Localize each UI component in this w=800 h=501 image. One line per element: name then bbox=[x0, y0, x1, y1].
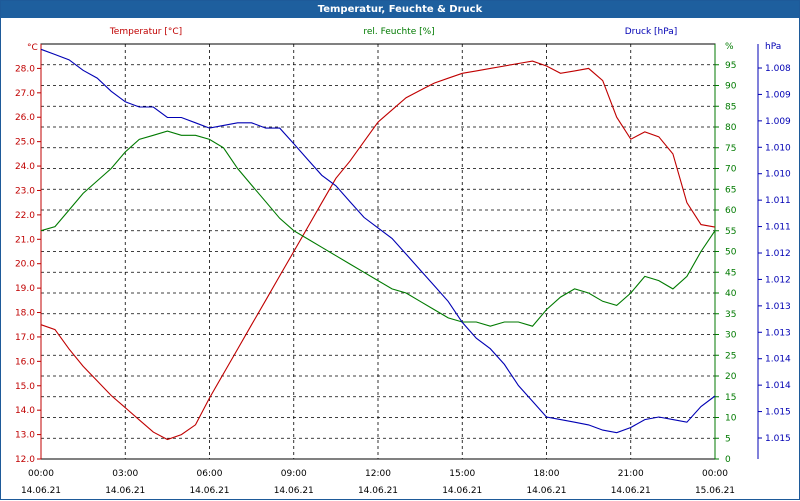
x-tick-time: 09:00 bbox=[281, 469, 307, 479]
humidity-tick-label: 10 bbox=[725, 414, 737, 424]
x-tick-date: 14.06.21 bbox=[189, 486, 229, 496]
x-tick-date: 14.06.21 bbox=[611, 486, 651, 496]
x-tick-time: 00:00 bbox=[28, 469, 54, 479]
humidity-tick-label: 5 bbox=[725, 434, 731, 444]
x-tick-date: 14.06.21 bbox=[442, 486, 482, 496]
humidity-tick-label: 55 bbox=[725, 227, 736, 237]
temperature-unit: °C bbox=[27, 43, 38, 53]
x-tick-date: 14.06.21 bbox=[274, 486, 314, 496]
temperature-tick-label: 25.0 bbox=[15, 138, 35, 148]
chart-title: Temperatur, Feuchte & Druck bbox=[1, 1, 799, 18]
temperature-axis-label: Temperatur [°C] bbox=[109, 27, 182, 37]
temperature-tick-label: 16.0 bbox=[15, 357, 35, 367]
pressure-tick-label: 1.015 bbox=[765, 408, 791, 418]
humidity-tick-label: 45 bbox=[725, 268, 736, 278]
humidity-axis-label: rel. Feuchte [%] bbox=[363, 27, 434, 37]
pressure-tick-label: 1.014 bbox=[765, 355, 791, 365]
x-tick-time: 18:00 bbox=[534, 469, 560, 479]
pressure-tick-label: 1.011 bbox=[765, 196, 791, 206]
x-tick-time: 06:00 bbox=[197, 469, 223, 479]
humidity-tick-label: 85 bbox=[725, 102, 736, 112]
humidity-tick-label: 60 bbox=[725, 206, 737, 216]
pressure-tick-label: 1.008 bbox=[765, 64, 791, 74]
x-tick-time: 12:00 bbox=[365, 469, 391, 479]
temperature-tick-label: 22.0 bbox=[15, 211, 35, 221]
humidity-tick-label: 80 bbox=[725, 123, 737, 133]
humidity-tick-label: 75 bbox=[725, 144, 736, 154]
humidity-tick-label: 25 bbox=[725, 351, 736, 361]
humidity-tick-label: 30 bbox=[725, 331, 737, 341]
x-tick-date: 14.06.21 bbox=[21, 486, 61, 496]
humidity-series-line bbox=[40, 130, 716, 327]
humidity-tick-label: 65 bbox=[725, 185, 736, 195]
humidity-tick-label: 35 bbox=[725, 310, 736, 320]
temperature-series-line bbox=[40, 60, 716, 441]
temperature-tick-label: 24.0 bbox=[15, 162, 35, 172]
temperature-tick-label: 15.0 bbox=[15, 382, 35, 392]
x-tick-date: 14.06.21 bbox=[358, 486, 398, 496]
humidity-tick-label: 40 bbox=[725, 289, 737, 299]
humidity-tick-label: 15 bbox=[725, 393, 736, 403]
pressure-axis-label: Druck [hPa] bbox=[625, 27, 678, 37]
x-tick-date: 14.06.21 bbox=[526, 486, 566, 496]
humidity-tick-label: 70 bbox=[725, 165, 737, 175]
temperature-tick-label: 28.0 bbox=[15, 64, 35, 74]
x-tick-date: 14.06.21 bbox=[105, 486, 145, 496]
pressure-series-line bbox=[40, 48, 716, 434]
x-tick-time: 03:00 bbox=[112, 469, 138, 479]
pressure-tick-label: 1.014 bbox=[765, 381, 791, 391]
pressure-tick-label: 1.009 bbox=[765, 117, 791, 127]
temperature-tick-label: 21.0 bbox=[15, 235, 35, 245]
pressure-tick-label: 1.009 bbox=[765, 90, 791, 100]
pressure-tick-label: 1.012 bbox=[765, 275, 791, 285]
temperature-tick-label: 13.0 bbox=[15, 431, 35, 441]
pressure-tick-label: 1.010 bbox=[765, 143, 791, 153]
pressure-tick-label: 1.012 bbox=[765, 249, 791, 259]
temperature-tick-label: 19.0 bbox=[15, 284, 35, 294]
humidity-tick-label: 95 bbox=[725, 61, 736, 71]
pressure-unit: hPa bbox=[765, 42, 781, 52]
humidity-tick-label: 20 bbox=[725, 372, 737, 382]
humidity-tick-label: 90 bbox=[725, 82, 737, 92]
temperature-tick-label: 23.0 bbox=[15, 186, 35, 196]
pressure-tick-label: 1.013 bbox=[765, 328, 791, 338]
temperature-tick-label: 20.0 bbox=[15, 260, 35, 270]
pressure-tick-label: 1.015 bbox=[765, 434, 791, 444]
pressure-tick-label: 1.011 bbox=[765, 223, 791, 233]
temperature-tick-label: 18.0 bbox=[15, 309, 35, 319]
pressure-tick-label: 1.013 bbox=[765, 302, 791, 312]
humidity-tick-label: 0 bbox=[725, 455, 731, 465]
x-tick-date: 15.06.21 bbox=[695, 486, 735, 496]
temperature-tick-label: 26.0 bbox=[15, 113, 35, 123]
x-tick-time: 00:00 bbox=[702, 469, 728, 479]
x-tick-time: 21:00 bbox=[618, 469, 644, 479]
temperature-tick-label: 12.0 bbox=[15, 455, 35, 465]
humidity-tick-label: 50 bbox=[725, 248, 737, 258]
temperature-tick-label: 17.0 bbox=[15, 333, 35, 343]
humidity-unit: % bbox=[725, 42, 734, 52]
pressure-tick-label: 1.010 bbox=[765, 170, 791, 180]
x-tick-time: 15:00 bbox=[449, 469, 475, 479]
temperature-tick-label: 14.0 bbox=[15, 406, 35, 416]
temperature-tick-label: 27.0 bbox=[15, 89, 35, 99]
